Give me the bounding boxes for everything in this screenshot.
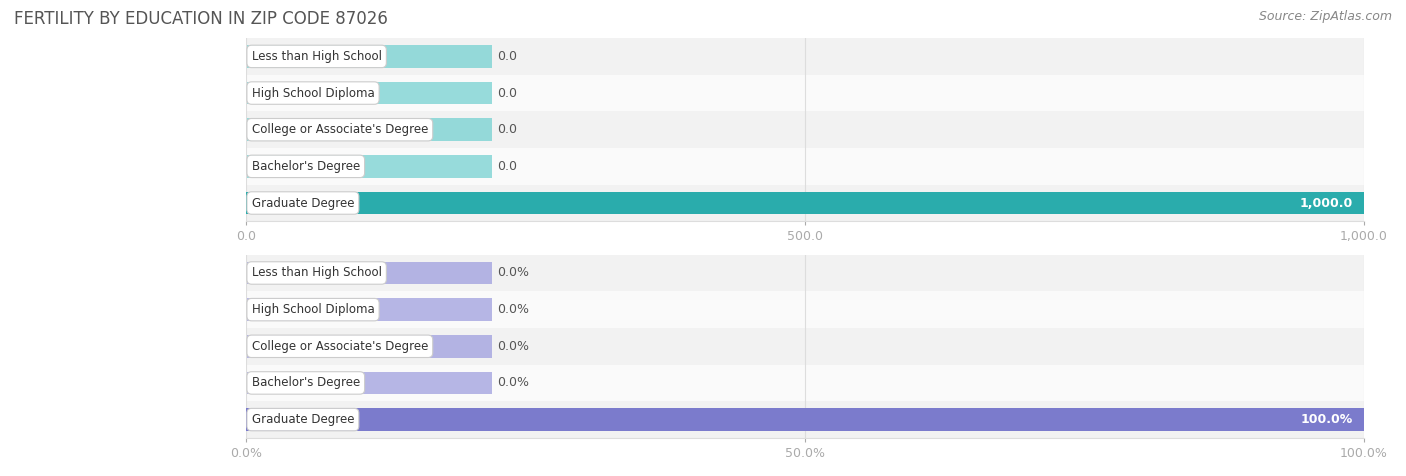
Text: 0.0: 0.0: [498, 87, 517, 99]
Text: 0.0%: 0.0%: [498, 377, 530, 389]
Text: Less than High School: Less than High School: [252, 267, 381, 279]
Text: Graduate Degree: Graduate Degree: [252, 197, 354, 209]
Text: Bachelor's Degree: Bachelor's Degree: [252, 160, 360, 173]
Bar: [246, 372, 492, 394]
Bar: [246, 119, 492, 141]
Bar: [246, 365, 1364, 401]
Bar: [246, 401, 1364, 438]
Bar: [246, 185, 1364, 221]
Bar: [246, 328, 1364, 365]
Text: High School Diploma: High School Diploma: [252, 87, 374, 99]
Bar: [246, 111, 1364, 148]
Text: 0.0%: 0.0%: [498, 303, 530, 316]
Bar: [246, 38, 1364, 75]
Bar: [246, 45, 492, 68]
Bar: [246, 75, 1364, 111]
Bar: [246, 192, 1364, 214]
Text: 1,000.0: 1,000.0: [1299, 197, 1353, 209]
Bar: [246, 408, 1364, 431]
Bar: [246, 262, 492, 284]
Text: FERTILITY BY EDUCATION IN ZIP CODE 87026: FERTILITY BY EDUCATION IN ZIP CODE 87026: [14, 10, 388, 28]
Text: High School Diploma: High School Diploma: [252, 303, 374, 316]
Text: 0.0: 0.0: [498, 160, 517, 173]
Text: 0.0%: 0.0%: [498, 267, 530, 279]
Bar: [246, 148, 1364, 185]
Bar: [246, 82, 492, 104]
Text: Source: ZipAtlas.com: Source: ZipAtlas.com: [1258, 10, 1392, 22]
Text: 0.0: 0.0: [498, 50, 517, 63]
Bar: [246, 155, 492, 178]
Text: Less than High School: Less than High School: [252, 50, 381, 63]
Text: 0.0%: 0.0%: [498, 340, 530, 353]
Text: College or Associate's Degree: College or Associate's Degree: [252, 123, 427, 136]
Text: Bachelor's Degree: Bachelor's Degree: [252, 377, 360, 389]
Text: College or Associate's Degree: College or Associate's Degree: [252, 340, 427, 353]
Bar: [246, 255, 1364, 291]
Bar: [246, 335, 492, 357]
Text: 0.0: 0.0: [498, 123, 517, 136]
Bar: [246, 291, 1364, 328]
Bar: [246, 298, 492, 321]
Text: Graduate Degree: Graduate Degree: [252, 413, 354, 426]
Text: 100.0%: 100.0%: [1301, 413, 1353, 426]
